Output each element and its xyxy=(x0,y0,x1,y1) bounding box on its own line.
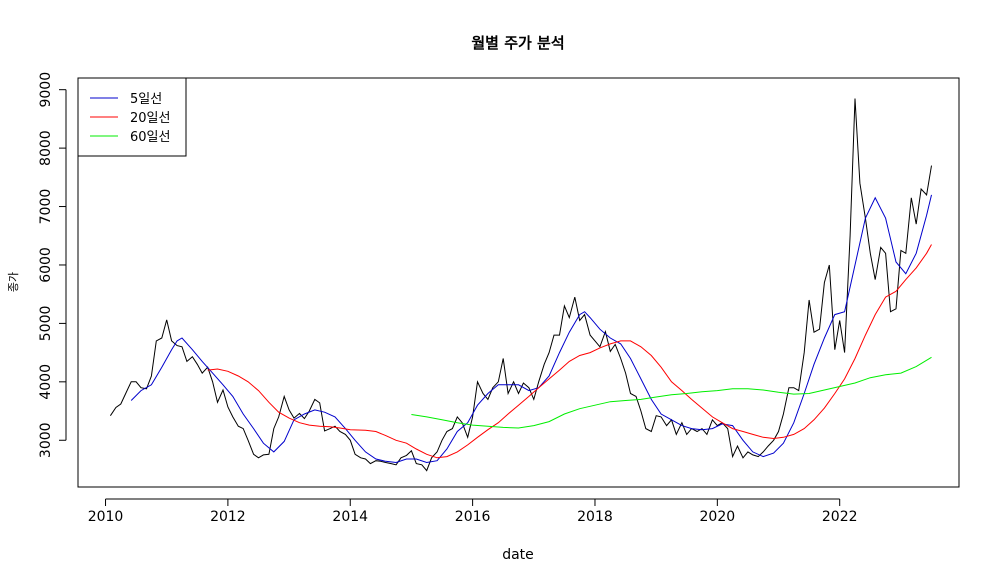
y-axis: 3000 4000 5000 6000 7000 8000 9000 xyxy=(38,72,67,458)
x-axis: 2010 2012 2014 2016 2018 2020 2022 xyxy=(88,498,858,525)
x-tick-label: 2012 xyxy=(210,509,246,525)
legend: 5일선 20일선 60일선 xyxy=(77,77,187,157)
legend-label: 60일선 xyxy=(130,130,170,145)
legend-box xyxy=(77,77,187,157)
x-tick-label: 2022 xyxy=(822,509,858,525)
series-group xyxy=(109,98,932,472)
x-tick-label: 2016 xyxy=(455,509,491,525)
legend-label: 20일선 xyxy=(130,111,170,126)
chart-title: 월별 주가 분석 xyxy=(471,34,564,52)
y-tick-label: 7000 xyxy=(38,189,54,225)
x-tick-label: 2020 xyxy=(700,509,736,525)
x-tick-label: 2014 xyxy=(332,509,368,525)
series-line-0 xyxy=(109,98,932,472)
y-tick-label: 8000 xyxy=(38,130,54,166)
x-tick-label: 2018 xyxy=(577,509,613,525)
y-tick-label: 9000 xyxy=(38,72,54,108)
y-tick-label: 4000 xyxy=(38,364,54,400)
x-axis-label: date xyxy=(502,547,534,563)
y-tick-label: 3000 xyxy=(38,422,54,458)
y-tick-label: 6000 xyxy=(38,247,54,283)
y-tick-label: 5000 xyxy=(38,306,54,342)
legend-label: 5일선 xyxy=(130,92,162,107)
y-axis-label: 종가 xyxy=(7,272,20,292)
x-tick-label: 2010 xyxy=(88,509,124,525)
plot-frame xyxy=(77,77,960,488)
series-line-1 xyxy=(130,194,932,464)
series-line-2 xyxy=(207,244,932,459)
series-line-3 xyxy=(411,356,932,429)
